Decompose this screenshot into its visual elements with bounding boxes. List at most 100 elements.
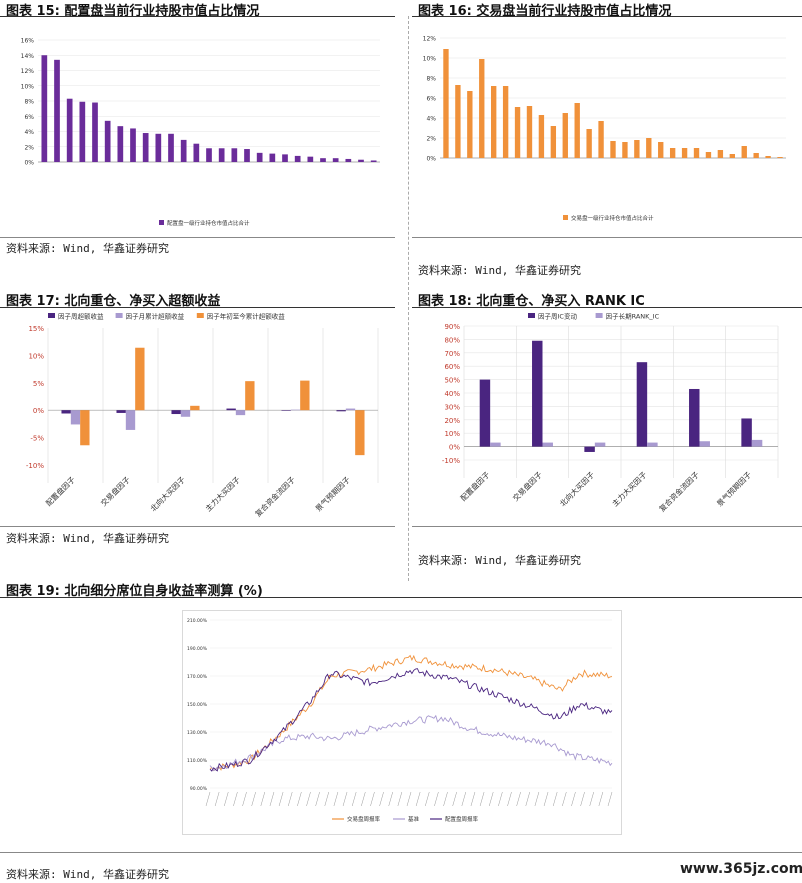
bar: [206, 148, 212, 162]
bar: [514, 107, 521, 158]
y-tick-label: 130.00%: [187, 730, 208, 736]
x-tick: [278, 791, 284, 807]
bar: [490, 442, 501, 447]
bar: [231, 148, 238, 162]
x-tick-label: 主力大买因子: [203, 474, 242, 513]
bar: [542, 442, 553, 447]
series-line: [209, 668, 613, 772]
y-tick-label: 80%: [444, 336, 460, 344]
bar: [168, 133, 174, 162]
bar: [130, 128, 136, 162]
bar: [370, 160, 377, 162]
x-tick: [543, 791, 549, 807]
x-tick: [461, 791, 467, 807]
title-divider: [412, 16, 802, 17]
bar: [467, 91, 473, 158]
x-tick: [571, 791, 576, 807]
bar: [634, 140, 640, 158]
bar: [345, 158, 352, 162]
y-tick-label: 0%: [426, 156, 436, 163]
bar: [171, 410, 181, 415]
x-tick: [379, 791, 384, 807]
y-tick-label: 8%: [426, 76, 436, 83]
x-tick: [415, 791, 421, 807]
legend-label: 因子月累计超额收益: [126, 312, 185, 321]
bar: [689, 388, 700, 447]
x-tick: [516, 791, 521, 807]
x-tick: [525, 791, 531, 807]
bar: [598, 121, 604, 158]
x-tick-label: 景气预期因子: [714, 469, 753, 508]
y-tick-label: -10%: [26, 462, 44, 470]
bar: [622, 142, 628, 158]
bar: [479, 379, 491, 447]
legend-swatch: [528, 313, 535, 318]
x-tick: [388, 791, 393, 807]
y-tick-label: 14%: [21, 53, 35, 60]
x-tick: [324, 791, 330, 807]
bar: [193, 143, 200, 162]
x-tick: [406, 791, 412, 807]
x-tick-label: 景气预期因子: [313, 474, 352, 513]
bar: [125, 410, 136, 430]
bar: [256, 152, 263, 162]
y-tick-label: 6%: [426, 96, 436, 103]
bar: [658, 142, 664, 158]
bar: [117, 126, 124, 162]
x-tick: [552, 791, 558, 807]
panel-19-source: 资料来源: Wind, 华鑫证券研究: [6, 868, 169, 881]
y-tick-label: 6%: [24, 114, 34, 121]
y-tick-label: 210.00%: [187, 618, 208, 624]
x-tick: [260, 791, 266, 807]
bar: [345, 408, 356, 411]
bar: [70, 410, 81, 425]
x-tick-label: 配置盘因子: [43, 474, 77, 508]
chart-frame: [182, 610, 622, 835]
bar: [226, 408, 236, 411]
title-divider: [0, 16, 395, 17]
bar: [269, 153, 276, 162]
y-tick-label: 4%: [24, 129, 34, 136]
bar: [300, 380, 310, 411]
bar: [80, 410, 90, 446]
bar: [135, 347, 145, 411]
bar: [586, 129, 592, 158]
bar: [155, 133, 162, 162]
legend-label: 因子周超额收益: [58, 312, 104, 321]
y-tick-label: -10%: [442, 457, 460, 465]
bar: [332, 158, 339, 162]
column-divider: [408, 16, 409, 581]
x-tick: [297, 791, 302, 807]
panel-18-source: 资料来源: Wind, 华鑫证券研究: [418, 554, 581, 567]
series-line: [209, 714, 613, 772]
y-tick-label: 90.00%: [190, 786, 208, 792]
y-tick-label: 0%: [449, 444, 460, 452]
legend-swatch: [48, 313, 55, 318]
y-tick-label: 10%: [423, 56, 437, 63]
bar: [647, 442, 658, 447]
panel-16-title: 图表 16: 交易盘当前行业持股市值占比情况: [418, 4, 672, 19]
x-tick: [425, 791, 430, 807]
bar: [693, 148, 700, 158]
panel-17-source: 资料来源: Wind, 华鑫证券研究: [6, 532, 169, 545]
y-tick-label: 10%: [444, 430, 460, 438]
bar: [190, 405, 200, 411]
x-tick: [351, 791, 357, 807]
bar: [282, 154, 288, 162]
legend-swatch: [563, 215, 568, 220]
x-tick: [580, 791, 585, 807]
x-tick: [214, 791, 220, 807]
bar: [235, 410, 246, 416]
y-tick-label: 0%: [24, 160, 34, 167]
bar: [741, 418, 752, 447]
x-tick: [233, 791, 238, 807]
x-tick: [251, 791, 256, 807]
x-tick: [479, 791, 485, 807]
bar: [443, 49, 449, 158]
x-tick: [315, 791, 320, 807]
x-tick-label: 交易盘因子: [98, 474, 132, 508]
bar: [594, 442, 606, 447]
y-tick-label: 170.00%: [187, 674, 208, 680]
bar: [336, 410, 346, 412]
x-tick-label: 北向大买因子: [148, 474, 187, 513]
